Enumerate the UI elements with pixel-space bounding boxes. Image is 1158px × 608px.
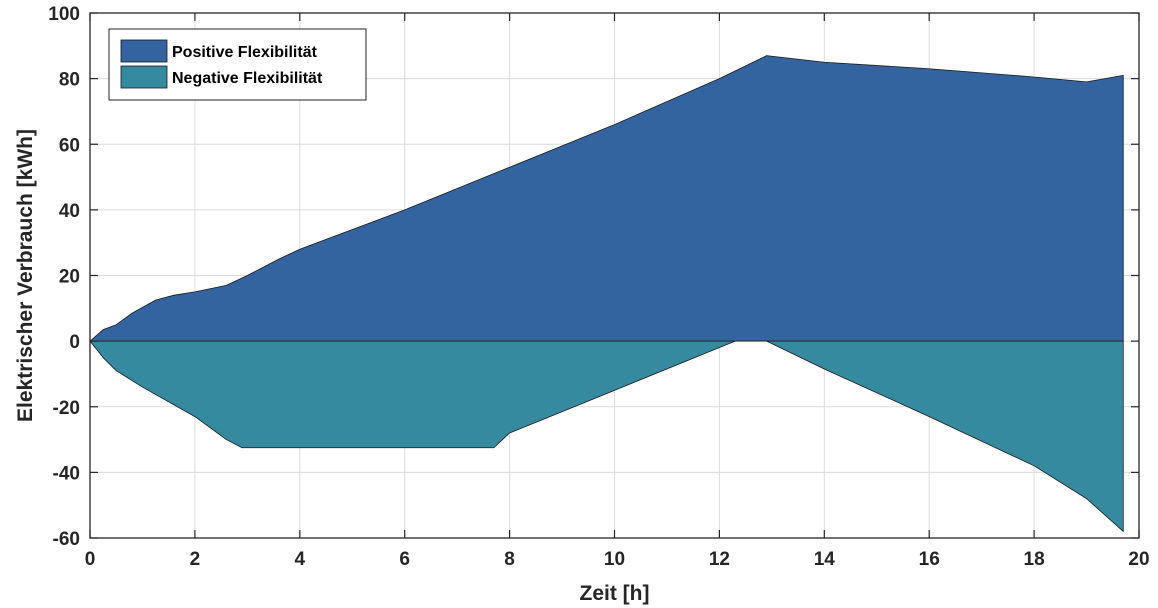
x-axis-label: Zeit [h] (580, 582, 650, 605)
x-tick-label: 4 (295, 549, 306, 570)
area-series-2 (89, 340, 1124, 532)
x-tick-label: 10 (604, 549, 625, 570)
legend-swatch-2 (120, 65, 168, 89)
x-tick-label: 12 (709, 549, 730, 570)
area-series (89, 55, 1124, 532)
legend-label-2: Negative Flexibilität (172, 70, 323, 87)
x-tick-label: 18 (1024, 549, 1045, 570)
y-axis-ticks: -60 -40 -20 0 20 40 60 80 100 (48, 4, 1139, 550)
y-tick-label: 60 (59, 135, 80, 156)
y-tick-label: -60 (53, 529, 80, 550)
y-tick-label: 20 (59, 267, 80, 288)
x-tick-label: 2 (190, 549, 201, 570)
x-tick-label: 8 (504, 549, 515, 570)
y-tick-label: -20 (53, 398, 80, 419)
x-tick-label: 14 (814, 549, 836, 570)
legend-label-1: Positive Flexibilität (172, 44, 318, 61)
area-series-1 (89, 55, 1124, 342)
x-tick-label: 0 (85, 549, 96, 570)
x-tick-label: 6 (399, 549, 410, 570)
x-tick-label: 16 (919, 549, 940, 570)
legend-swatch-1 (120, 39, 168, 63)
y-tick-label: -40 (53, 463, 80, 484)
legend: Positive Flexibilität Negative Flexibilit… (108, 28, 367, 101)
x-axis-ticks: 0 2 4 6 8 10 12 14 16 18 20 (85, 13, 1150, 570)
y-tick-label: 100 (48, 4, 80, 25)
y-axis-label: Elektrischer Verbrauch [kWh] (14, 129, 37, 422)
y-tick-label: 0 (69, 332, 80, 353)
x-tick-label: 20 (1128, 549, 1149, 570)
y-tick-label: 40 (59, 201, 80, 222)
y-tick-label: 80 (59, 70, 80, 91)
